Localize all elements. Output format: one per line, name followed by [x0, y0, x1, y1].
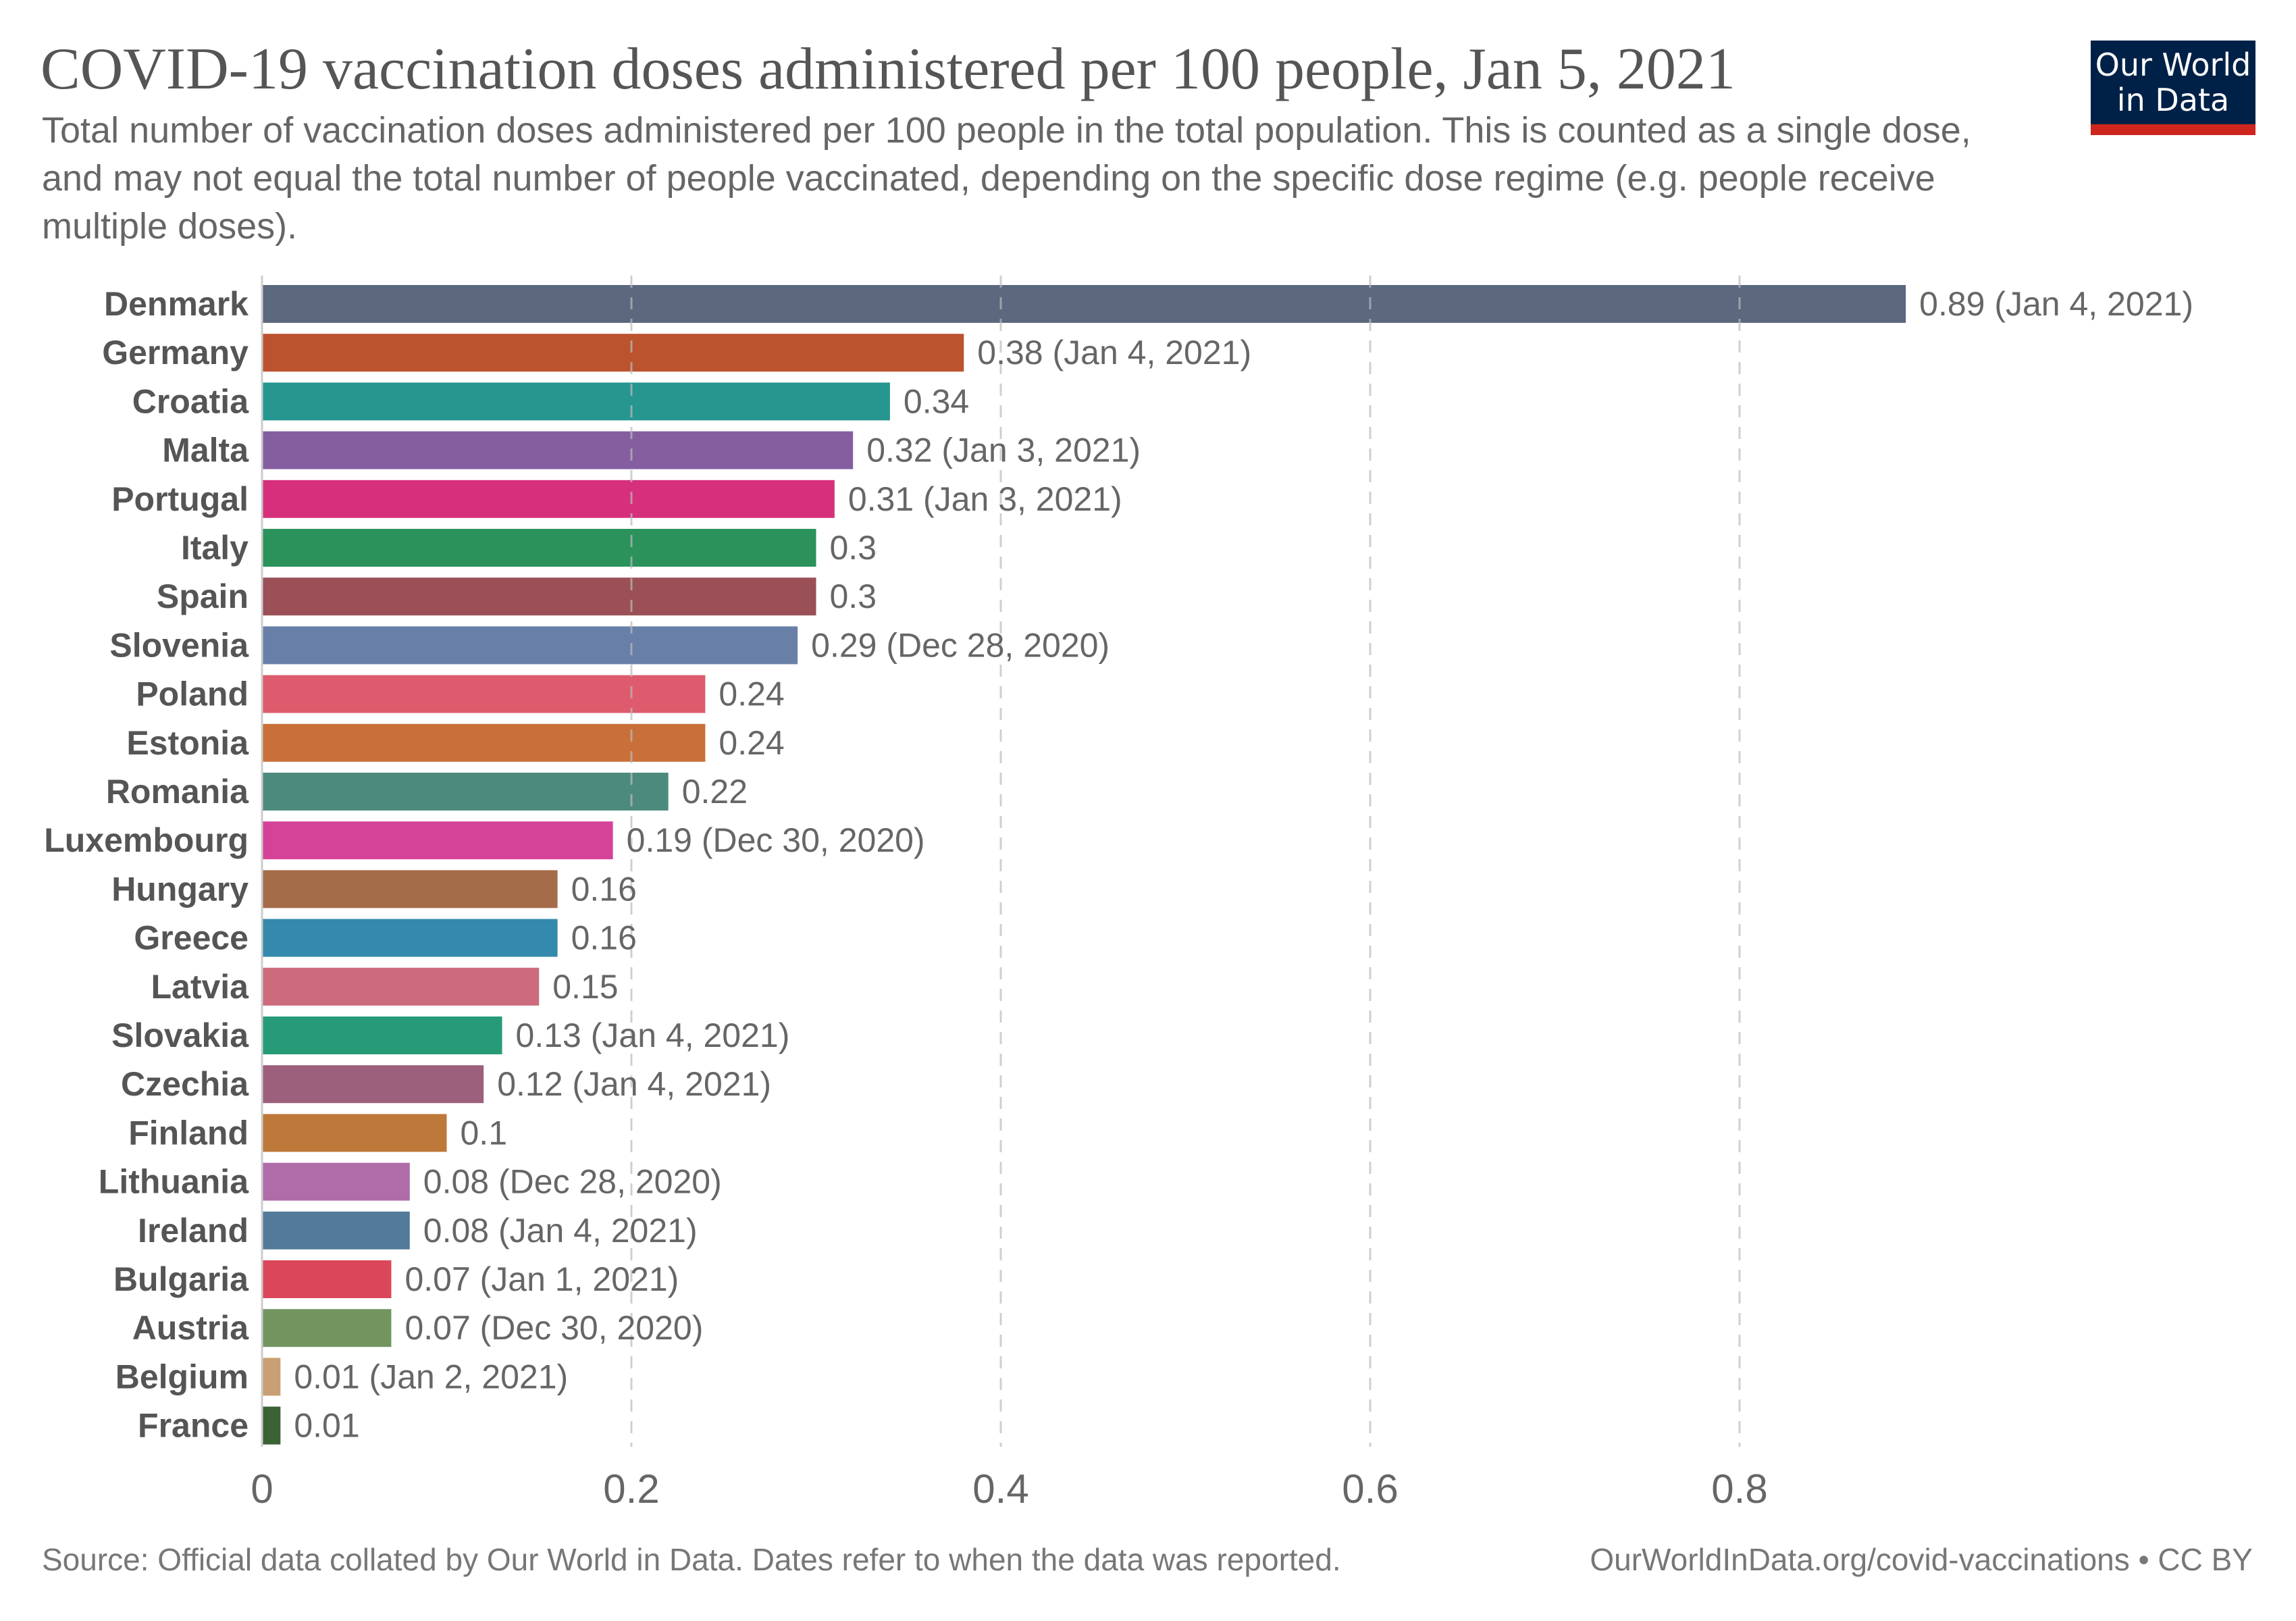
bar-poland[interactable]	[262, 675, 706, 713]
bar-denmark[interactable]	[262, 285, 1906, 323]
logo-accent-bar	[2091, 124, 2255, 135]
bar-malta[interactable]	[262, 431, 854, 469]
bar-lithuania[interactable]	[262, 1162, 410, 1201]
gridlines-group	[261, 276, 1741, 1447]
chart-subtitle: Total number of vaccination doses admini…	[42, 110, 1971, 247]
category-label: Slovakia	[111, 1017, 249, 1054]
value-label: 0.34	[904, 382, 969, 420]
x-tick-label: 0.8	[1711, 1466, 1767, 1512]
source-note: Source: Official data collated by Our Wo…	[42, 1542, 1341, 1577]
category-label: Czechia	[121, 1065, 249, 1103]
bar-portugal[interactable]	[262, 480, 835, 518]
bar-slovakia[interactable]	[262, 1017, 502, 1054]
credit-link[interactable]: OurWorldInData.org/covid-vaccinations • …	[1590, 1542, 2253, 1577]
bar-italy[interactable]	[262, 529, 816, 567]
category-label: Austria	[132, 1309, 249, 1347]
bar-czechia[interactable]	[262, 1065, 484, 1104]
bar-france[interactable]	[262, 1406, 281, 1445]
chart-title: COVID-19 vaccination doses administered …	[41, 36, 1736, 102]
bar-estonia[interactable]	[262, 723, 706, 762]
category-label: Hungary	[111, 870, 249, 908]
category-label: Romania	[106, 773, 249, 810]
bar-croatia[interactable]	[262, 382, 890, 421]
bar-latvia[interactable]	[262, 967, 540, 1006]
value-label: 0.12 (Jan 4, 2021)	[497, 1065, 771, 1103]
x-tick-label: 0	[251, 1466, 273, 1512]
value-label: 0.29 (Dec 28, 2020)	[811, 626, 1110, 664]
category-label: Bulgaria	[113, 1260, 249, 1298]
value-label: 0.07 (Jan 1, 2021)	[405, 1260, 679, 1298]
x-tick-label: 0.2	[603, 1466, 659, 1512]
bar-hungary[interactable]	[262, 870, 558, 908]
category-label: Greece	[134, 919, 249, 957]
category-label: Belgium	[115, 1358, 249, 1395]
category-label: Finland	[128, 1114, 249, 1152]
value-label: 0.13 (Jan 4, 2021)	[516, 1017, 790, 1054]
category-label: Lithuania	[99, 1163, 249, 1201]
category-label: Germany	[102, 334, 249, 371]
bar-ireland[interactable]	[262, 1211, 410, 1250]
category-label: Estonia	[126, 724, 249, 762]
bar-austria[interactable]	[262, 1309, 392, 1347]
bar-bulgaria[interactable]	[262, 1260, 392, 1298]
logo-text: Our World in Data	[2091, 47, 2255, 118]
bar-germany[interactable]	[262, 334, 964, 372]
value-label: 0.38 (Jan 4, 2021)	[977, 334, 1251, 371]
value-label: 0.89 (Jan 4, 2021)	[1919, 285, 2193, 323]
category-label: Ireland	[138, 1212, 249, 1250]
value-labels-group: 0.89 (Jan 4, 2021) 0.38 (Jan 4, 2021)0.34…	[294, 285, 2193, 1445]
x-tick-label: 0.4	[972, 1466, 1028, 1512]
category-label: Poland	[136, 675, 249, 713]
value-label: 0.3	[830, 529, 877, 567]
owid-logo[interactable]: Our World in Data	[2091, 41, 2255, 135]
value-label: 0.22	[682, 773, 748, 810]
category-label: Luxembourg	[44, 821, 249, 859]
value-label: 0.08 (Dec 28, 2020)	[423, 1163, 722, 1201]
value-label: 0.07 (Dec 30, 2020)	[405, 1309, 703, 1347]
value-label: 0.1	[461, 1114, 508, 1152]
category-label: Portugal	[111, 480, 249, 518]
value-label: 0.01 (Jan 2, 2021)	[294, 1358, 568, 1395]
bar-finland[interactable]	[262, 1114, 447, 1152]
value-label: 0.01	[294, 1407, 359, 1445]
x-tick-label: 0.6	[1342, 1466, 1398, 1512]
value-label: 0.32 (Jan 3, 2021)	[866, 432, 1141, 469]
value-label: 0.16	[571, 919, 637, 957]
category-label: Spain	[157, 577, 249, 615]
bar-romania[interactable]	[262, 773, 669, 810]
category-label: Slovenia	[109, 626, 249, 664]
bar-greece[interactable]	[262, 919, 558, 957]
category-label: Italy	[181, 529, 249, 567]
bar-luxembourg[interactable]	[262, 821, 613, 860]
bars-group	[262, 285, 1906, 1445]
category-label: France	[138, 1407, 249, 1445]
bar-belgium[interactable]	[262, 1358, 281, 1396]
value-label: 0.15	[552, 968, 618, 1006]
logo-line-1: Our World	[2095, 47, 2251, 83]
category-label: Denmark	[104, 285, 249, 323]
value-label: 0.08 (Jan 4, 2021)	[423, 1212, 698, 1250]
bar-slovenia[interactable]	[262, 626, 798, 665]
category-label: Latvia	[151, 968, 249, 1006]
category-labels-group: Denmark Germany Croatia Malta Portugal Italy S…	[44, 285, 249, 1445]
value-label: 0.3	[830, 577, 877, 615]
value-label: 0.19 (Dec 30, 2020)	[627, 821, 925, 859]
category-label: Malta	[162, 432, 249, 469]
value-label: 0.31 (Jan 3, 2021)	[848, 480, 1122, 518]
category-label: Croatia	[132, 382, 249, 420]
logo-line-2: in Data	[2116, 82, 2230, 118]
value-label: 0.16	[571, 870, 637, 908]
bar-spain[interactable]	[262, 577, 816, 616]
x-tick-labels-group: 0 0.2 0.4 0.6 0.8	[251, 1466, 1767, 1512]
value-label: 0.24	[719, 724, 784, 762]
value-label: 0.24	[719, 675, 784, 713]
